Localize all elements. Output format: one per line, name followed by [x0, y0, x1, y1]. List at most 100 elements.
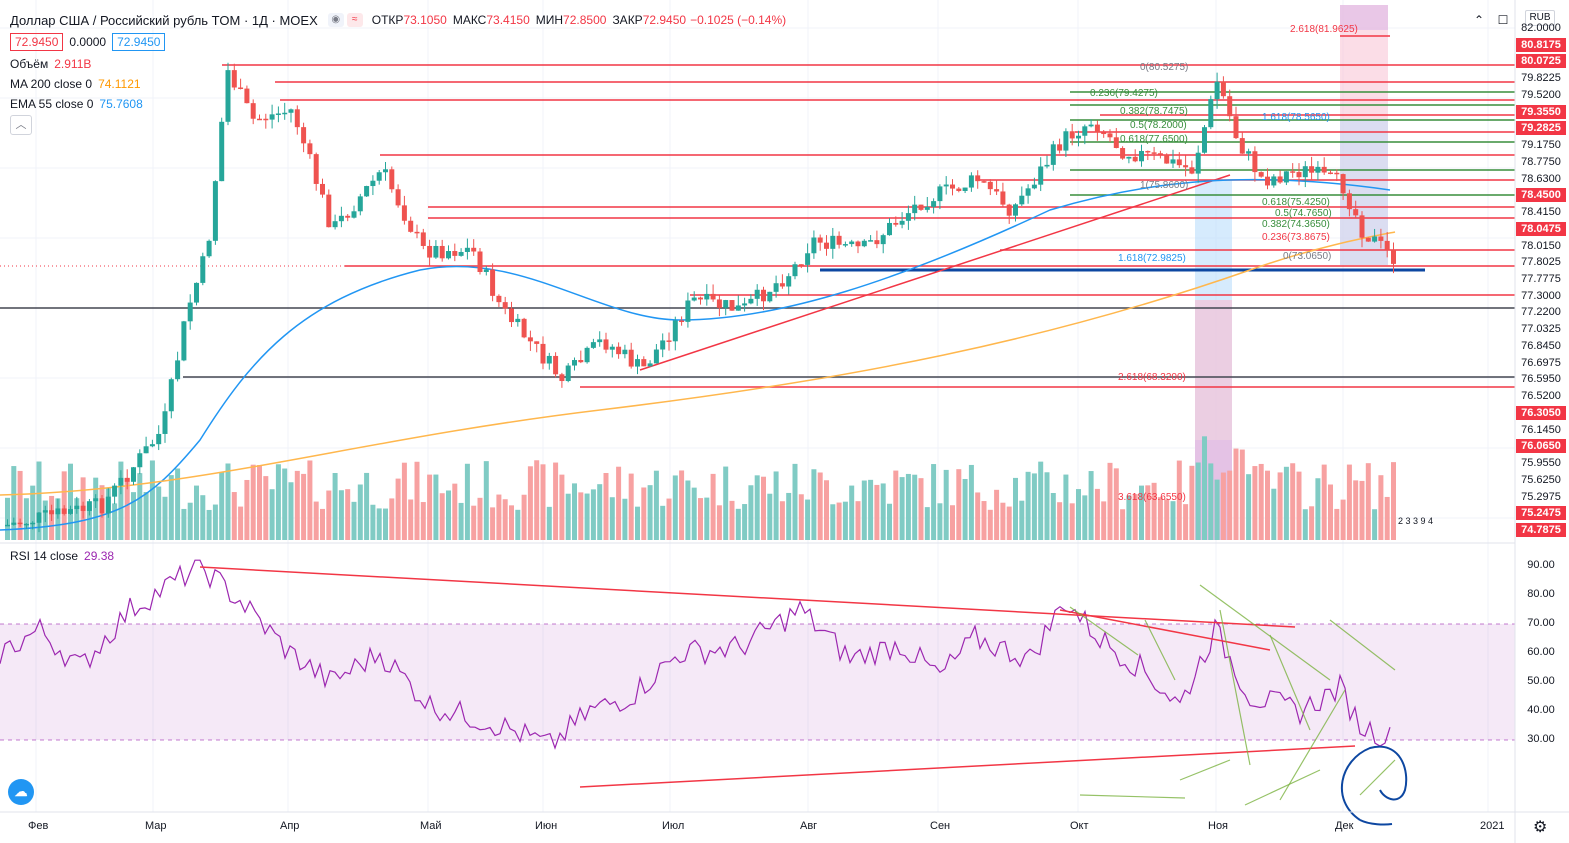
- candle-body: [477, 251, 483, 272]
- candle-body: [433, 245, 439, 258]
- rsi-sketch-line[interactable]: [1269, 634, 1311, 731]
- maximize-icon[interactable]: ☐: [1497, 13, 1509, 27]
- volume-bar: [370, 504, 376, 540]
- collapse-legend-icon[interactable]: ︿: [10, 115, 32, 135]
- candle-body: [893, 222, 899, 225]
- candle-body: [1082, 126, 1088, 136]
- rsi-trend-line[interactable]: [1059, 609, 1271, 651]
- candle-body: [1239, 138, 1245, 154]
- candle-body: [1088, 124, 1094, 127]
- price-axis-label: 77.0325: [1521, 323, 1561, 336]
- volume-bar: [893, 470, 899, 540]
- rsi-trend-line[interactable]: [579, 745, 1356, 788]
- candle-body: [1094, 124, 1100, 133]
- candle-body: [981, 181, 987, 183]
- rsi-trend-line[interactable]: [199, 566, 1296, 628]
- candle-body: [754, 289, 760, 299]
- volume-bar: [124, 477, 130, 540]
- volume-bar: [68, 463, 73, 540]
- bid-box[interactable]: 72.9450: [10, 33, 64, 51]
- volume-bar: [937, 503, 943, 540]
- candle-body: [414, 231, 420, 234]
- candle-body: [401, 205, 407, 221]
- rsi-sketch-line[interactable]: [1079, 794, 1186, 799]
- eye-icon[interactable]: ◉: [327, 13, 344, 27]
- indicator-volume[interactable]: Объём 2.911B: [10, 54, 786, 74]
- volume-bar: [1195, 462, 1201, 540]
- rsi-sketch-line[interactable]: [1329, 619, 1396, 671]
- candle-body: [616, 346, 622, 355]
- rsi-sketch-line[interactable]: [1219, 609, 1251, 766]
- volume-bar: [1378, 475, 1384, 540]
- candle-body: [887, 222, 892, 236]
- volume-bar: [817, 472, 823, 540]
- volume-bar: [943, 469, 949, 540]
- volume-bar: [156, 486, 162, 540]
- candle-body: [1157, 153, 1163, 155]
- volume-bar: [698, 498, 703, 540]
- candle-body: [924, 206, 930, 210]
- indicator-ma200[interactable]: MA 200 close 0 74.1121: [10, 74, 786, 94]
- time-zone-purple: [1340, 5, 1388, 30]
- candle-body: [225, 70, 231, 122]
- volume-bar: [351, 501, 357, 540]
- candle-body: [628, 349, 634, 367]
- price-axis[interactable]: 82.0000 80.8175 80.0725 79.8225 79.5200 79.35…: [1515, 0, 1569, 843]
- volume-bar: [1290, 463, 1296, 540]
- rsi-sketch-line[interactable]: [1179, 759, 1231, 781]
- rsi-circle-drawing[interactable]: [1359, 819, 1393, 826]
- volume-bar: [187, 502, 193, 540]
- volume-bar: [1214, 479, 1220, 540]
- rsi-sketch-line[interactable]: [1144, 619, 1176, 681]
- volume-bar: [1239, 449, 1245, 540]
- approx-icon[interactable]: ≈: [346, 13, 363, 27]
- volume-bar: [458, 502, 464, 540]
- volume-bar: [1044, 472, 1050, 540]
- symbol-title[interactable]: Доллар США / Российский рубль TOM · 1Д ·…: [10, 12, 318, 28]
- rsi-sketch-line[interactable]: [1244, 769, 1321, 806]
- volume-bar: [452, 483, 458, 540]
- fib-level-label: 0.382(74.3650): [1262, 219, 1330, 230]
- volume-bar: [565, 493, 571, 540]
- tradingview-logo-icon[interactable]: ☁: [8, 779, 34, 805]
- indicator-ema55[interactable]: EMA 55 close 0 75.7608: [10, 94, 786, 114]
- trend-line[interactable]: [639, 174, 1231, 371]
- candle-body: [729, 300, 735, 311]
- candle-body: [748, 298, 754, 304]
- volume-bar: [1031, 473, 1037, 540]
- rsi-legend[interactable]: RSI 14 close 29.38: [10, 549, 114, 563]
- symbol-row: Доллар США / Российский рубль TOM · 1Д ·…: [10, 10, 786, 30]
- volume-bar: [546, 506, 552, 540]
- candle-body: [1126, 156, 1132, 159]
- rsi-sketch-line[interactable]: [1199, 584, 1331, 681]
- candle-body: [824, 242, 829, 249]
- rsi-circle-drawing[interactable]: [1341, 745, 1408, 821]
- volume-bar: [899, 477, 905, 540]
- gear-icon[interactable]: ⚙: [1533, 819, 1548, 836]
- candle-body: [773, 283, 779, 292]
- rsi-axis-label: 40.00: [1527, 704, 1555, 716]
- volume-bar: [1189, 465, 1195, 540]
- volume-bar: [5, 497, 10, 540]
- ask-box[interactable]: 72.9450: [112, 33, 166, 51]
- candle-body: [357, 196, 363, 212]
- rsi-sketch-line[interactable]: [1279, 689, 1346, 801]
- close-label: ЗАКР: [612, 13, 643, 27]
- volume-bar: [1372, 509, 1378, 540]
- candle-body: [137, 453, 143, 468]
- candle-body: [93, 498, 99, 502]
- candle-body: [1170, 159, 1176, 164]
- volume-bar: [647, 485, 653, 540]
- candle-body: [1309, 166, 1315, 173]
- chevron-up-icon[interactable]: ⌃: [1473, 13, 1485, 27]
- rsi-sketch-line[interactable]: [1069, 606, 1139, 656]
- volume-bar: [887, 503, 892, 540]
- volume-bar: [244, 479, 250, 540]
- currency-badge[interactable]: RUB: [1525, 10, 1555, 26]
- volume-bar: [338, 490, 344, 540]
- volume-bar: [584, 493, 590, 540]
- rsi-sketch-line[interactable]: [1359, 759, 1396, 796]
- candle-body: [880, 235, 886, 245]
- rsi-pane: [0, 559, 1515, 826]
